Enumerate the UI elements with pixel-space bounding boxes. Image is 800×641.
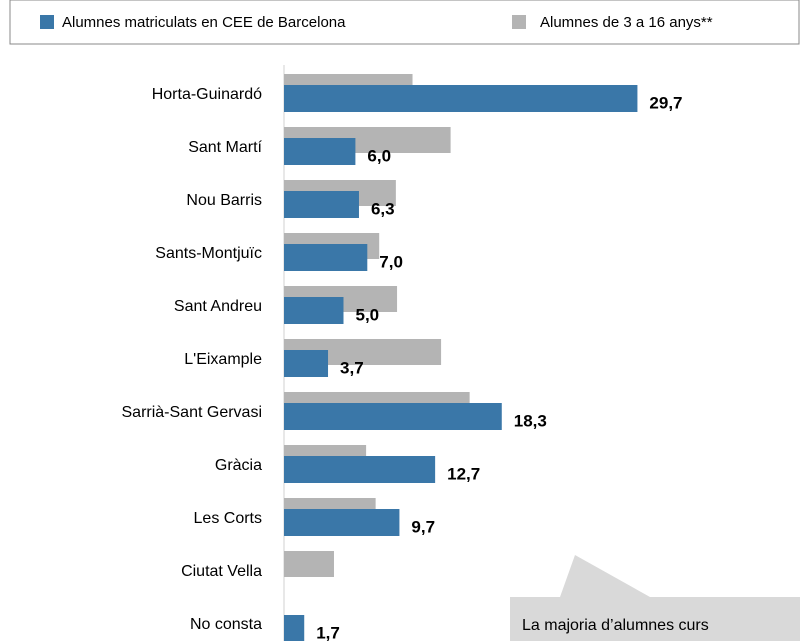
bar (284, 350, 329, 377)
value-label: 5,0 (356, 305, 380, 324)
bar (284, 138, 356, 165)
category-label: Nou Barris (186, 192, 262, 209)
value-label: 6,3 (371, 199, 395, 218)
bar (284, 551, 334, 577)
bar (284, 509, 400, 536)
value-label: 12,7 (447, 464, 480, 483)
bar (284, 403, 502, 430)
value-label: 1,7 (316, 623, 340, 641)
bar (284, 615, 305, 641)
category-label: Gràcia (215, 457, 262, 474)
value-label: 9,7 (411, 517, 435, 536)
legend-label: Alumnes de 3 a 16 anys** (540, 14, 713, 31)
value-label: 29,7 (649, 93, 682, 112)
legend-swatch (40, 15, 54, 29)
bar (284, 297, 344, 324)
value-label: 7,0 (379, 252, 403, 271)
legend-label: Alumnes matriculats en CEE de Barcelona (62, 14, 346, 31)
bar (284, 85, 638, 112)
value-label: 18,3 (514, 411, 547, 430)
callout (510, 555, 800, 641)
legend-swatch (512, 15, 526, 29)
category-label: Sarrià-Sant Gervasi (122, 404, 263, 421)
value-label: 6,0 (367, 146, 391, 165)
category-label: No consta (190, 616, 262, 633)
value-label: 3,7 (340, 358, 364, 377)
category-label: L'Eixample (184, 351, 262, 368)
annotation: La majoria d’alumnes curs (522, 617, 709, 634)
bar (284, 191, 359, 218)
bar (284, 244, 368, 271)
bar (284, 456, 436, 483)
category-label: Sant Andreu (174, 298, 262, 315)
category-label: Sants-Montjuïc (155, 245, 262, 262)
category-label: Ciutat Vella (181, 563, 262, 580)
legend-box (9, 0, 800, 45)
category-label: Les Corts (194, 510, 262, 527)
category-label: Horta-Guinardó (152, 86, 262, 103)
category-label: Sant Martí (188, 139, 262, 156)
